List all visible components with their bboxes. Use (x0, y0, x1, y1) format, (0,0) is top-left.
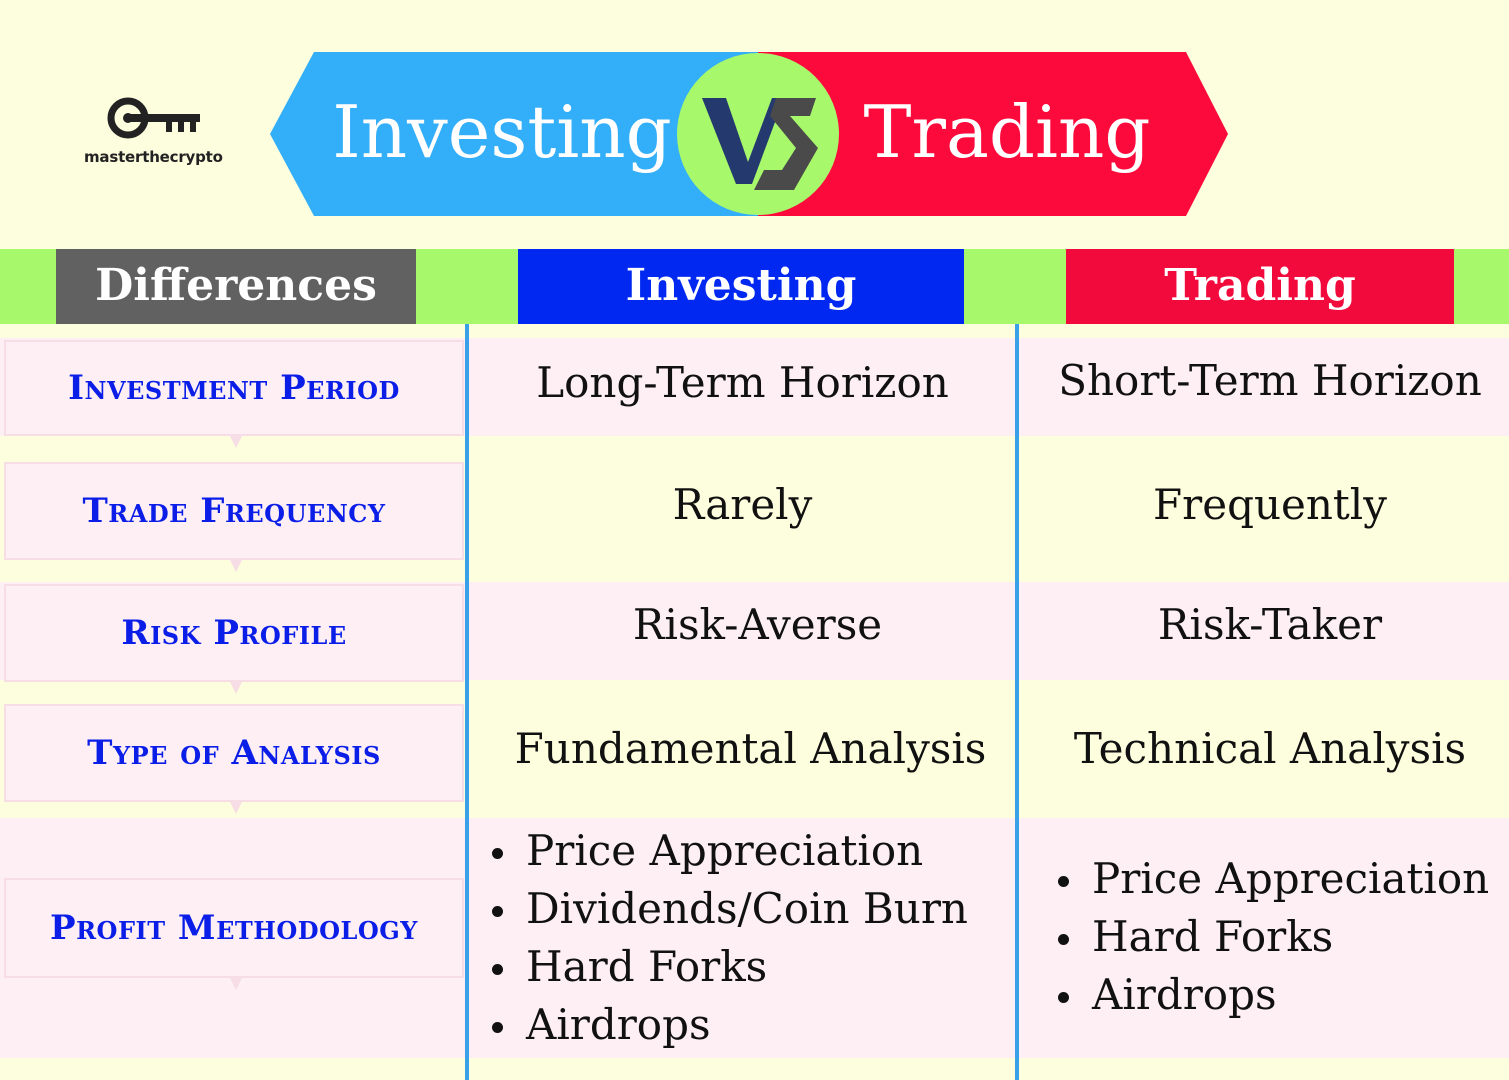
label-risk-profile: Risk Profile (4, 584, 464, 694)
label-type-of-analysis: Type of Analysis (4, 704, 464, 814)
logo: masterthecrypto (84, 92, 234, 172)
label-text: Risk Profile (121, 613, 347, 653)
investing-cell-frequency: Rarely (672, 480, 813, 529)
list-item: Hard Forks (490, 938, 968, 996)
list-item: Airdrops (490, 996, 968, 1054)
list-item: Dividends/Coin Burn (490, 880, 968, 938)
label-text: Profit Methodology (50, 908, 418, 948)
logo-text: masterthecrypto (84, 148, 223, 166)
label-text: Investment Period (68, 368, 400, 408)
investing-cell-period: Long-Term Horizon (536, 358, 949, 407)
vs-s-shape (754, 98, 818, 190)
label-text: Trade Frequency (82, 491, 386, 531)
label-trade-frequency: Trade Frequency (4, 462, 464, 572)
banner-right-shape (758, 52, 1228, 216)
title-banner: Investing Trading (270, 52, 1230, 216)
list-item: Hard Forks (1056, 908, 1489, 966)
label-text: Type of Analysis (87, 733, 381, 773)
banner-left-shape (270, 52, 758, 216)
divider-right (1015, 324, 1019, 1080)
header-investing: Investing (518, 249, 964, 324)
list-item: Price Appreciation (490, 822, 968, 880)
vs-v-shape (702, 98, 784, 184)
label-profit-methodology: Profit Methodology (4, 878, 464, 990)
label-investment-period: Investment Period (4, 340, 464, 448)
key-icon (107, 97, 200, 139)
investing-cell-analysis: Fundamental Analysis (514, 724, 987, 773)
trading-cell-analysis: Technical Analysis (1073, 724, 1467, 773)
investing-profit-list: Price Appreciation Dividends/Coin Burn H… (490, 822, 968, 1054)
vs-badge (677, 53, 839, 215)
banner-trading-title: Trading (863, 90, 1151, 174)
divider-left (465, 324, 469, 1080)
trading-cell-frequency: Frequently (1153, 480, 1387, 529)
trading-profit-list: Price Appreciation Hard Forks Airdrops (1056, 850, 1489, 1024)
header-trading: Trading (1066, 249, 1454, 324)
trading-cell-period: Short-Term Horizon (1058, 356, 1482, 405)
list-item: Airdrops (1056, 966, 1489, 1024)
banner-investing-title: Investing (332, 90, 672, 174)
investing-cell-risk: Risk-Averse (632, 600, 883, 649)
header-differences: Differences (56, 249, 416, 324)
list-item: Price Appreciation (1056, 850, 1489, 908)
trading-cell-risk: Risk-Taker (1157, 600, 1383, 649)
